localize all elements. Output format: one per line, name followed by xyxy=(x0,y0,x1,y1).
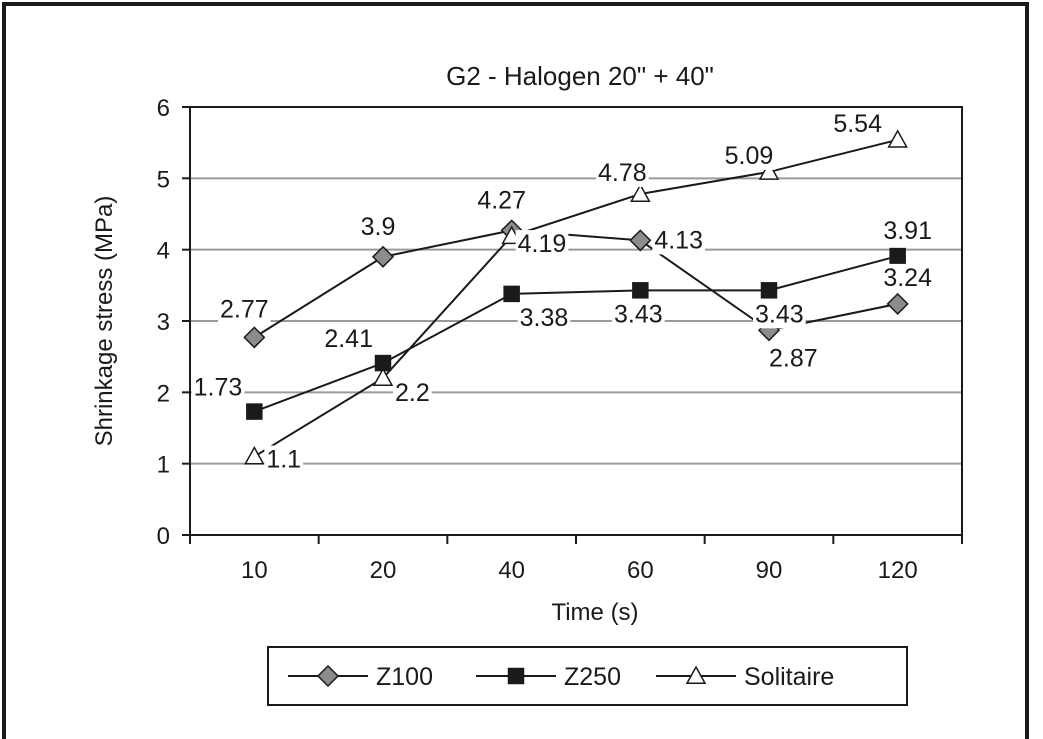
legend-item-z100: Z100 xyxy=(288,663,433,691)
data-point xyxy=(372,367,394,387)
x-tick-label: 40 xyxy=(498,557,525,584)
plot-area: 0 1 2 3 4 5 6 10 20 40 60 90 120 2.77 3.9 4.27 4.13 2.87 3… xyxy=(157,95,963,584)
data-point xyxy=(243,326,266,349)
y-tick-label: 3 xyxy=(157,309,170,336)
legend-marker xyxy=(685,665,707,684)
legend-marker xyxy=(507,667,525,685)
data-label: 4.78 xyxy=(598,159,647,187)
data-label: 2.2 xyxy=(395,379,430,407)
data-label-bg xyxy=(881,263,935,292)
data-point xyxy=(371,245,395,268)
data-label: 3.9 xyxy=(361,213,396,241)
data-point xyxy=(889,247,906,265)
data-label-bg xyxy=(517,303,571,332)
data-point xyxy=(244,445,265,465)
data-label: 3.91 xyxy=(883,217,932,245)
y-axis-label: Shrinkage stress (MPa) xyxy=(91,196,118,447)
data-label-bg xyxy=(595,159,649,188)
data-label-bg xyxy=(881,217,935,246)
y-tick-label: 6 xyxy=(157,95,170,122)
series-line xyxy=(253,255,898,413)
series-solitaire xyxy=(253,138,898,458)
data-point xyxy=(629,229,652,252)
legend-label: Z100 xyxy=(376,663,433,691)
series-line xyxy=(253,138,898,458)
legend: Z100 Z250 Solitaire xyxy=(267,646,908,706)
data-label: 3.43 xyxy=(614,300,663,328)
legend-marker xyxy=(316,664,340,688)
data-label: 2.87 xyxy=(769,344,818,372)
data-label-bg xyxy=(722,141,776,170)
x-tick-label: 10 xyxy=(241,557,268,584)
data-label: 3.38 xyxy=(520,304,569,332)
legend-label: Z250 xyxy=(564,663,621,691)
data-label-bg xyxy=(767,344,820,373)
y-tick-label: 0 xyxy=(157,523,170,550)
data-label-bg xyxy=(753,300,806,329)
data-point xyxy=(632,282,649,299)
data-label-bg xyxy=(191,373,245,402)
legend-item-solitaire: Solitaire xyxy=(656,663,834,691)
data-label: 5.54 xyxy=(833,110,882,138)
x-axis-label: Time (s) xyxy=(551,599,638,626)
legend-item-z250: Z250 xyxy=(476,663,621,691)
y-tick-label: 1 xyxy=(157,452,170,479)
data-label-bg xyxy=(393,379,432,408)
data-label-bg xyxy=(831,109,885,138)
y-tick-label: 4 xyxy=(157,238,170,265)
data-point xyxy=(246,403,263,420)
data-label-bg xyxy=(322,325,375,354)
data-label: 5.09 xyxy=(725,142,774,170)
x-tick-label: 60 xyxy=(627,557,654,584)
data-label-bg xyxy=(358,212,398,241)
data-label: 3.43 xyxy=(755,300,804,328)
data-point xyxy=(886,292,909,315)
series-z250 xyxy=(253,255,898,413)
data-label-bg xyxy=(515,230,569,259)
x-tick-label: 20 xyxy=(370,557,397,584)
data-point xyxy=(758,161,780,180)
data-label: 4.19 xyxy=(518,230,567,258)
data-label: 3.24 xyxy=(883,264,932,292)
markers-z250 xyxy=(246,247,906,420)
legend-label: Solitaire xyxy=(744,663,834,691)
data-label: 1.1 xyxy=(266,446,301,474)
data-label-bg xyxy=(652,226,706,255)
data-label: 2.77 xyxy=(220,295,269,323)
data-label-bg xyxy=(475,186,529,215)
data-label-bg xyxy=(611,300,665,329)
data-label-bg xyxy=(217,295,271,324)
data-point xyxy=(760,282,778,299)
data-label-bg xyxy=(264,445,304,474)
data-label: 2.41 xyxy=(324,325,373,353)
x-tick-label: 120 xyxy=(878,557,918,584)
x-tick-label: 90 xyxy=(756,557,783,584)
legend-box xyxy=(267,646,908,706)
data-label: 4.27 xyxy=(477,186,526,214)
data-point xyxy=(887,129,908,148)
y-tick-label: 2 xyxy=(157,380,170,407)
data-point xyxy=(630,183,651,202)
data-label: 1.73 xyxy=(194,374,243,402)
data-label: 4.13 xyxy=(654,226,703,254)
chart-title: G2 - Halogen 20" + 40" xyxy=(446,61,714,91)
y-tick-label: 5 xyxy=(157,166,170,193)
data-point xyxy=(503,285,520,303)
